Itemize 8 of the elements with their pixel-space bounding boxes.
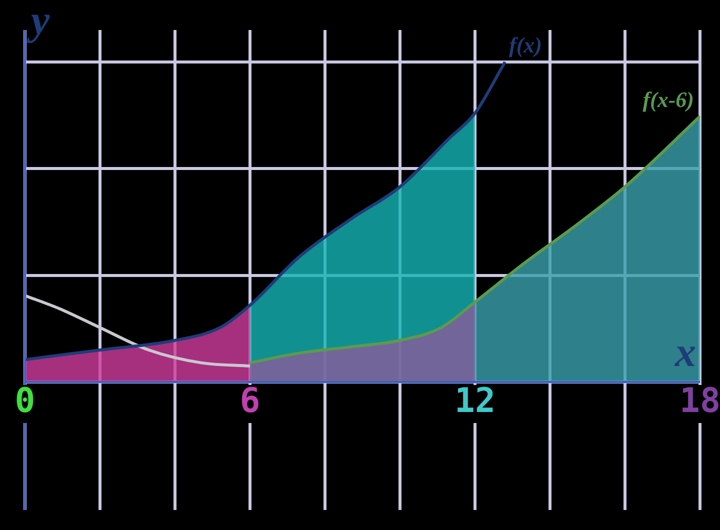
x-axis-title: x: [674, 330, 696, 376]
x-tick-label: 18: [680, 380, 720, 421]
series-label: f(x-6): [642, 87, 694, 112]
x-tick-label: 6: [240, 380, 260, 421]
x-tick-label: 0: [14, 380, 36, 421]
y-axis-title: y: [26, 0, 50, 44]
x-tick-label: 12: [454, 380, 496, 421]
series-label: f(x): [509, 32, 542, 58]
